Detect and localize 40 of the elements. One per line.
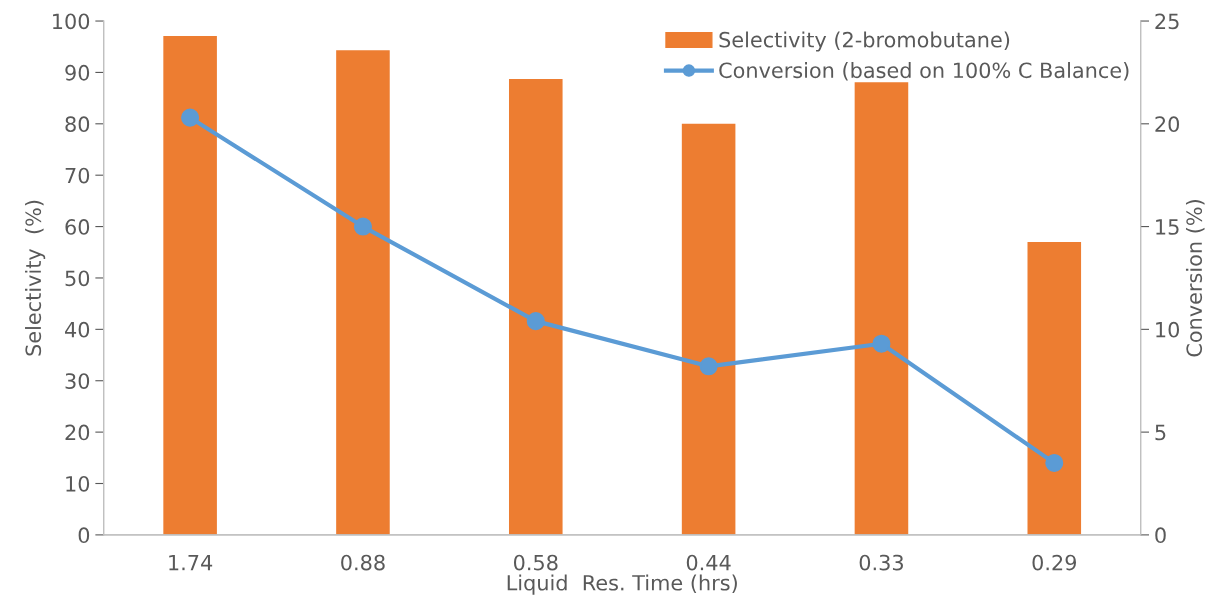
y-tick-label: 40 <box>65 321 90 338</box>
y-tick-label: 20 <box>65 424 90 441</box>
y-axis-title: Selectivity (%) <box>25 200 46 356</box>
y-tick-label: 60 <box>65 219 90 235</box>
bar <box>681 123 736 535</box>
bar <box>854 82 909 535</box>
y2-tick-label: 5 <box>1155 424 1166 441</box>
x-tick-label: 0.33 <box>859 554 903 571</box>
y2-axis-title: Conversion (%) <box>1185 200 1205 357</box>
y-tick-label: 0 <box>78 527 90 544</box>
y-tick-label: 30 <box>65 373 90 389</box>
point <box>181 108 200 127</box>
point <box>1045 453 1064 472</box>
y2-tick-label: 15 <box>1156 219 1179 235</box>
y2-tick-label: 25 <box>1155 13 1179 30</box>
y-tick-label: 70 <box>65 167 90 184</box>
bar <box>1027 241 1082 535</box>
legend-label: Conversion (based on 100% C Balance) <box>719 62 1129 81</box>
point <box>699 357 718 376</box>
x-axis-title: Liquid Res. Time (hrs) <box>507 574 737 595</box>
x-tick-label: 0.29 <box>1032 554 1077 571</box>
x-tick-label: 0.44 <box>686 554 731 571</box>
y2-tick-label: 0 <box>1155 527 1166 544</box>
point <box>872 334 891 353</box>
x-tick-label: 1.74 <box>169 554 213 571</box>
y2-tick-label: 20 <box>1155 116 1180 133</box>
bar <box>336 50 390 535</box>
y-tick-label: 100 <box>53 13 90 30</box>
x-tick-label: 0.88 <box>341 554 385 571</box>
point <box>353 217 372 236</box>
bar <box>508 79 563 535</box>
x-tick-label: 0.58 <box>513 554 558 571</box>
y-tick-label: 90 <box>65 64 90 81</box>
y-tick-label: 50 <box>65 270 90 287</box>
y-tick-label: 10 <box>66 475 90 492</box>
point <box>526 312 545 331</box>
bar <box>163 35 217 535</box>
y-tick-label: 80 <box>65 116 90 133</box>
y2-tick-label: 10 <box>1156 321 1180 338</box>
legend-label: Selectivity (2-bromobutane) <box>719 31 1010 52</box>
